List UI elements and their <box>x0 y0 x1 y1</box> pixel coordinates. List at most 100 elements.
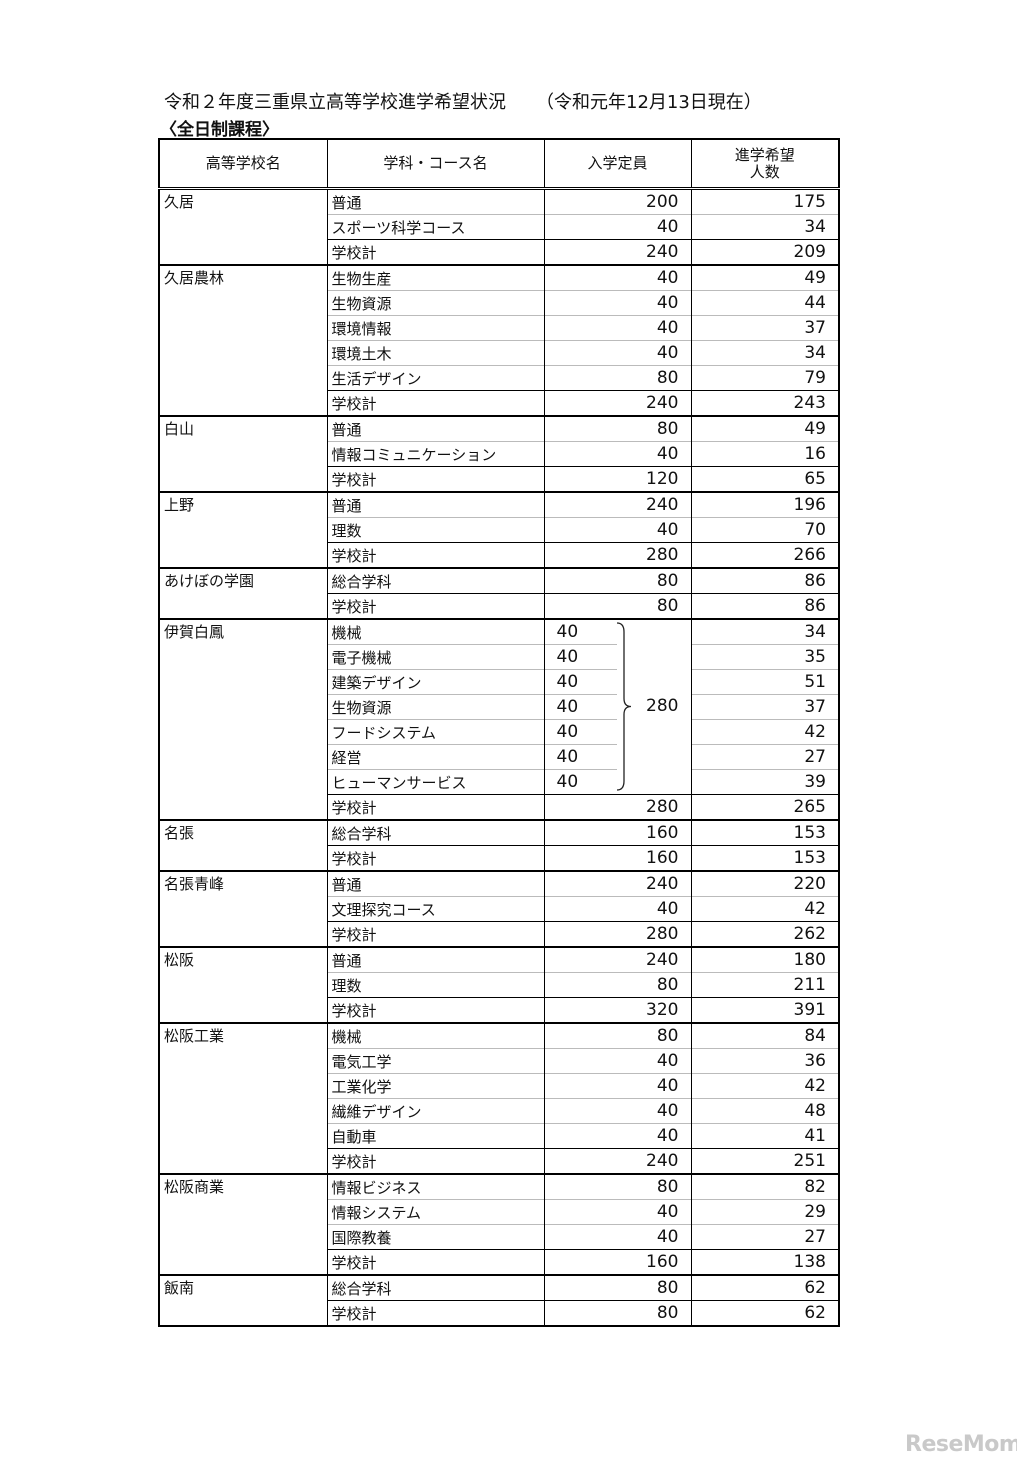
school-total-row: 学校計 240 243 <box>159 390 839 416</box>
table-row: 松阪 普通 240 180 <box>158 946 839 1023</box>
course-name: 学校計 <box>327 1300 545 1326</box>
applicants-cell: 16 <box>691 441 839 467</box>
applicants-cell: 211 <box>691 972 839 998</box>
table-row: ヒューマンサービス 40 39 <box>159 768 839 795</box>
course-name: 普通 <box>327 187 545 215</box>
course-name: 学校計 <box>327 921 545 947</box>
capacity-cell: 40 <box>544 743 692 770</box>
table-row: 生物資源 40 44 <box>159 290 839 316</box>
course-name: 情報コミュニケーション <box>327 441 545 467</box>
applicants-cell: 27 <box>691 744 839 770</box>
applicants-cell: 34 <box>691 340 839 366</box>
capacity-cell: 40 <box>544 693 692 720</box>
school-total-row: 学校計 240 251 <box>159 1148 839 1174</box>
capacity-cell: 80 <box>544 415 692 442</box>
applicants-cell: 41 <box>691 1123 839 1149</box>
applicants-cell: 35 <box>691 644 839 670</box>
capacity-cell: 240 <box>544 239 692 265</box>
applicants-cell: 180 <box>691 946 839 973</box>
header-capacity: 入学定員 <box>543 138 692 190</box>
course-name: 電気工学 <box>327 1048 545 1074</box>
course-name: 機械 <box>327 1022 545 1049</box>
table-row: 文理探究コース 40 42 <box>159 896 839 922</box>
capacity-cell: 40 <box>544 643 692 670</box>
course-name: 学校計 <box>327 239 545 265</box>
course-name: 繊維デザイン <box>327 1098 545 1124</box>
course-name: 理数 <box>327 972 545 998</box>
course-name: 電子機械 <box>327 644 545 670</box>
enrollment-table: 高等学校名 学科・コース名 入学定員 進学希望 人数 久居 普通 200 175 スポー… <box>158 138 840 1327</box>
applicants-cell: 251 <box>691 1148 839 1174</box>
table-row: 名張青峰 普通 240 220 <box>158 870 839 947</box>
applicants-cell: 209 <box>691 239 839 265</box>
school-name: 名張青峰 <box>158 870 328 947</box>
capacity-cell: 40 <box>544 340 692 366</box>
table-row: 飯南 総合学科 80 62 <box>158 1274 839 1326</box>
applicants-cell: 153 <box>691 845 839 871</box>
table-row: あけぼの学園 総合学科 80 86 <box>158 567 839 619</box>
applicants-cell: 42 <box>691 719 839 745</box>
applicants-cell: 262 <box>691 921 839 947</box>
capacity-cell: 240 <box>544 491 692 518</box>
course-name: 生物資源 <box>327 694 545 720</box>
course-name: 学校計 <box>327 794 545 820</box>
capacity-cell: 240 <box>544 1148 692 1174</box>
course-name: 学校計 <box>327 1148 545 1174</box>
table-row: 国際教養 40 27 <box>159 1224 839 1250</box>
table-row: 環境情報 40 37 <box>159 315 839 341</box>
applicants-cell: 34 <box>691 618 839 645</box>
school-name: 白山 <box>158 415 328 492</box>
applicants-cell: 65 <box>691 466 839 492</box>
resemom-logo: ReseMom <box>905 1432 1017 1457</box>
course-name: 総合学科 <box>327 819 545 846</box>
capacity-cell: 280 <box>544 542 692 568</box>
capacity-cell: 280 <box>544 921 692 947</box>
applicants-cell: 49 <box>691 264 839 291</box>
applicants-cell: 196 <box>691 491 839 518</box>
table-row: 建築デザイン 40 51 <box>159 668 839 695</box>
row-divider <box>544 718 617 720</box>
table-row: 松阪工業 機械 80 84 <box>158 1022 839 1174</box>
applicants-cell: 86 <box>691 593 839 619</box>
course-name: 環境情報 <box>327 315 545 341</box>
course-name: 生物生産 <box>327 264 545 291</box>
applicants-cell: 37 <box>691 315 839 341</box>
applicants-cell: 62 <box>691 1300 839 1326</box>
applicants-cell: 153 <box>691 819 839 846</box>
course-name: 学校計 <box>327 1249 545 1275</box>
applicants-cell: 36 <box>691 1048 839 1074</box>
school-total-row: 学校計 280 266 <box>159 542 839 568</box>
capacity-cell: 160 <box>544 845 692 871</box>
capacity-cell: 40 <box>544 718 692 745</box>
course-name: 情報ビジネス <box>327 1173 545 1200</box>
school-total-row: 学校計 160 153 <box>159 845 839 871</box>
table-row: 自動車 40 41 <box>159 1123 839 1149</box>
applicants-cell: 84 <box>691 1022 839 1049</box>
date-note: （令和元年12月13日現在） <box>536 92 762 113</box>
capacity-value: 40 <box>556 771 579 792</box>
row-divider <box>544 668 617 670</box>
row-divider <box>544 743 617 745</box>
capacity-value: 40 <box>556 747 579 767</box>
applicants-cell: 266 <box>691 542 839 568</box>
capacity-cell: 40 <box>544 1199 692 1225</box>
capacity-cell: 40 <box>544 214 692 240</box>
course-name: 学校計 <box>327 845 545 871</box>
course-name: 自動車 <box>327 1123 545 1149</box>
table-row: 久居 普通 200 175 <box>158 187 839 265</box>
course-name: 情報システム <box>327 1199 545 1225</box>
course-name: ヒューマンサービス <box>327 769 545 795</box>
course-name: 普通 <box>327 415 545 442</box>
applicants-cell: 138 <box>691 1249 839 1275</box>
course-name: 国際教養 <box>327 1224 545 1250</box>
applicants-cell: 79 <box>691 365 839 391</box>
school-name: 伊賀白鳳 <box>158 618 328 820</box>
table-header-row: 高等学校名 学科・コース名 入学定員 進学希望 人数 <box>158 138 840 190</box>
table-row: 情報システム 40 29 <box>159 1199 839 1225</box>
applicants-cell: 27 <box>691 1224 839 1250</box>
applicants-cell: 243 <box>691 390 839 416</box>
school-name: 久居農林 <box>158 264 328 416</box>
capacity-cell: 120 <box>544 466 692 492</box>
table-row: 情報コミュニケーション 40 16 <box>159 441 839 467</box>
table-row: スポーツ科学コース 40 34 <box>159 214 839 240</box>
